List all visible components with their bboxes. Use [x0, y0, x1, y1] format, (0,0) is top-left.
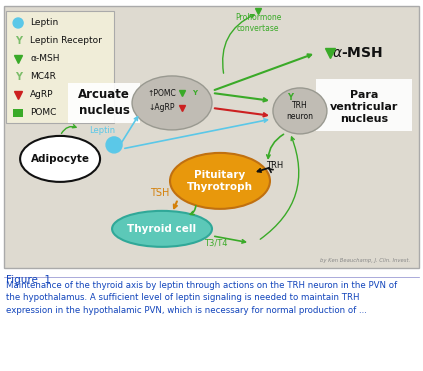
- Text: Figure  1: Figure 1: [6, 275, 51, 285]
- Text: Leptin: Leptin: [30, 19, 58, 27]
- Text: α-MSH: α-MSH: [30, 55, 60, 63]
- Text: Pituitary
Thyrotroph: Pituitary Thyrotroph: [187, 170, 253, 192]
- Text: TSH: TSH: [150, 188, 170, 198]
- Circle shape: [106, 137, 122, 153]
- Text: Leptin Receptor: Leptin Receptor: [30, 36, 102, 46]
- Text: $\alpha$-MSH: $\alpha$-MSH: [332, 46, 383, 60]
- Text: Arcuate
nucleus: Arcuate nucleus: [78, 88, 130, 118]
- Text: ↑POMC: ↑POMC: [148, 89, 176, 98]
- Ellipse shape: [132, 76, 212, 130]
- Text: by Ken Beauchamp, J. Clin. Invest.: by Ken Beauchamp, J. Clin. Invest.: [320, 258, 410, 263]
- Text: MC4R: MC4R: [30, 72, 56, 82]
- Ellipse shape: [170, 153, 270, 209]
- Text: Y: Y: [15, 72, 22, 82]
- Text: TRH
neuron: TRH neuron: [286, 101, 313, 121]
- Text: Para
ventricular
nucleus: Para ventricular nucleus: [330, 89, 398, 124]
- FancyBboxPatch shape: [6, 11, 114, 123]
- Text: POMC: POMC: [30, 108, 57, 118]
- Text: ↓AgRP: ↓AgRP: [149, 104, 175, 112]
- Text: T3/T4: T3/T4: [204, 238, 228, 247]
- Text: Maintenance of the thyroid axis by leptin through actions on the TRH neuron in t: Maintenance of the thyroid axis by lepti…: [6, 281, 397, 315]
- Text: Y: Y: [192, 90, 197, 96]
- Bar: [13, 109, 23, 117]
- Ellipse shape: [273, 88, 327, 134]
- Text: TRH: TRH: [266, 161, 283, 170]
- Text: Y: Y: [287, 93, 293, 102]
- Circle shape: [13, 18, 23, 28]
- Ellipse shape: [20, 136, 100, 182]
- FancyBboxPatch shape: [4, 6, 419, 268]
- Text: Adipocyte: Adipocyte: [30, 154, 90, 164]
- Ellipse shape: [112, 211, 212, 247]
- Text: Y: Y: [15, 36, 22, 46]
- Text: Prohormone
convertase: Prohormone convertase: [235, 13, 281, 33]
- Text: AgRP: AgRP: [30, 91, 54, 99]
- FancyBboxPatch shape: [68, 83, 140, 123]
- Text: Leptin: Leptin: [89, 127, 115, 135]
- FancyBboxPatch shape: [316, 79, 412, 131]
- Text: Thyroid cell: Thyroid cell: [127, 224, 197, 234]
